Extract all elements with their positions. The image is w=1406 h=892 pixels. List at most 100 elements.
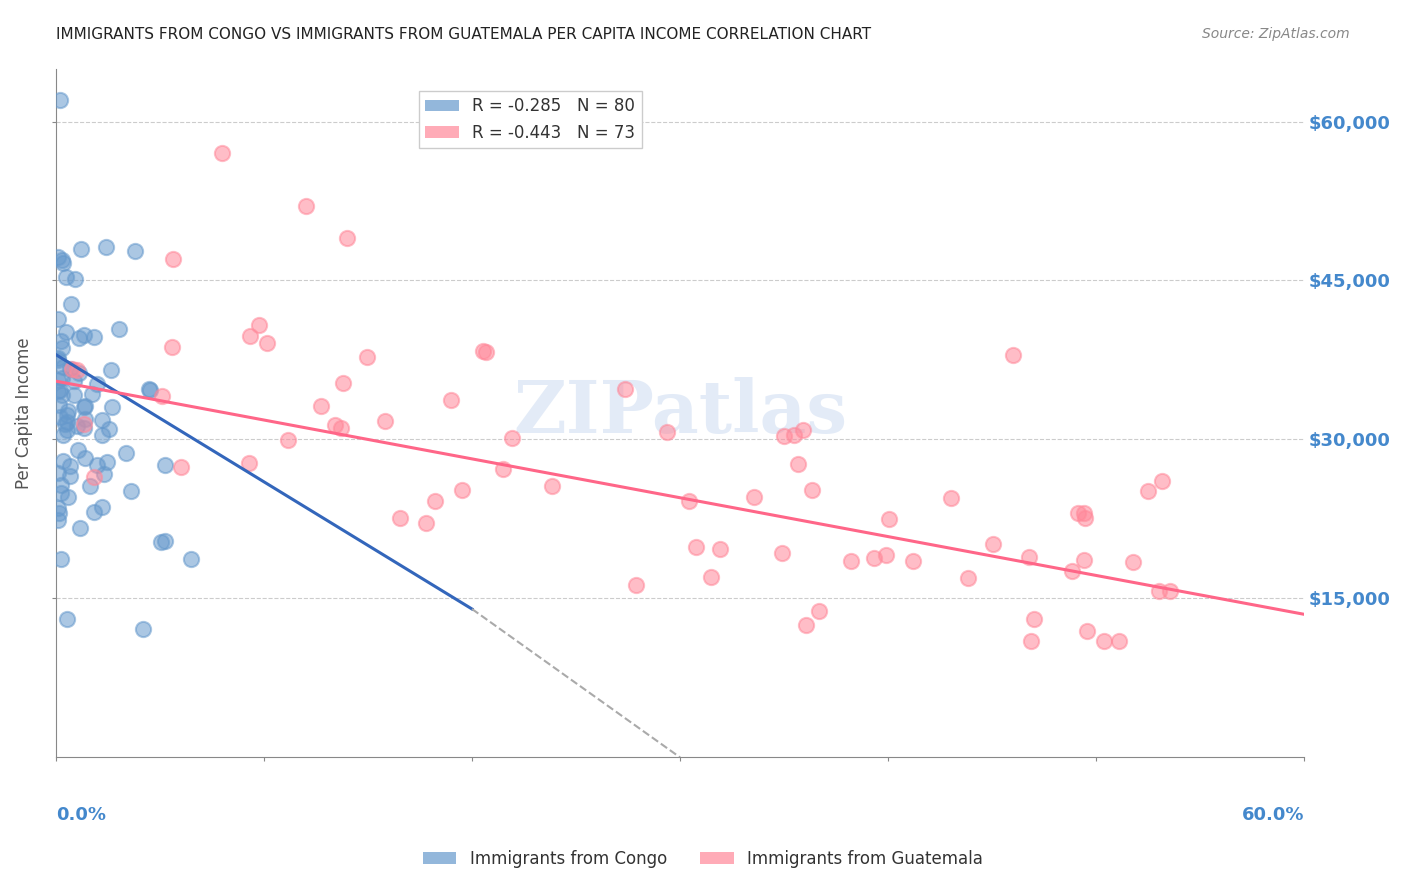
guatemala	[787, 458, 810, 472]
congo	[46, 384, 69, 399]
congo	[51, 341, 73, 355]
guatemala	[685, 540, 707, 554]
congo	[52, 256, 75, 270]
congo	[46, 250, 69, 264]
congo	[49, 383, 72, 397]
congo	[75, 451, 97, 466]
congo	[49, 552, 72, 566]
congo	[138, 383, 160, 397]
guatemala	[540, 479, 562, 493]
congo	[46, 351, 69, 365]
congo	[46, 513, 69, 527]
congo	[139, 383, 162, 397]
guatemala	[66, 362, 89, 376]
congo	[48, 399, 70, 413]
congo	[51, 370, 73, 384]
congo	[150, 535, 173, 549]
guatemala	[356, 350, 378, 364]
congo	[53, 417, 76, 431]
congo	[56, 612, 79, 626]
congo	[52, 428, 75, 442]
congo	[59, 362, 82, 376]
guatemala	[309, 399, 332, 413]
congo	[56, 404, 79, 418]
congo	[67, 442, 90, 457]
congo	[91, 428, 114, 442]
guatemala	[879, 512, 901, 526]
guatemala	[1136, 483, 1159, 498]
congo	[55, 325, 77, 339]
Text: IMMIGRANTS FROM CONGO VS IMMIGRANTS FROM GUATEMALA PER CAPITA INCOME CORRELATION: IMMIGRANTS FROM CONGO VS IMMIGRANTS FROM…	[56, 27, 872, 42]
guatemala	[389, 511, 412, 525]
Text: ZIPatlas: ZIPatlas	[513, 377, 848, 449]
guatemala	[783, 428, 806, 442]
guatemala	[256, 335, 278, 350]
congo	[55, 408, 77, 422]
guatemala	[451, 483, 474, 497]
congo	[52, 454, 75, 468]
congo	[46, 312, 69, 326]
guatemala	[329, 421, 352, 435]
guatemala	[1074, 510, 1097, 524]
congo	[46, 466, 69, 480]
guatemala	[1122, 555, 1144, 569]
guatemala	[700, 570, 723, 584]
guatemala	[1147, 583, 1170, 598]
congo	[51, 388, 73, 402]
congo	[51, 485, 73, 500]
guatemala	[1022, 612, 1045, 626]
congo	[91, 500, 114, 514]
guatemala	[981, 537, 1004, 551]
guatemala	[613, 382, 636, 396]
congo	[93, 467, 115, 482]
guatemala	[863, 551, 886, 566]
guatemala	[1062, 564, 1084, 578]
congo	[97, 422, 120, 436]
congo	[51, 252, 73, 267]
Legend: Immigrants from Congo, Immigrants from Guatemala: Immigrants from Congo, Immigrants from G…	[416, 844, 990, 875]
congo	[96, 240, 118, 254]
guatemala	[742, 491, 765, 505]
congo	[96, 454, 118, 468]
guatemala	[415, 516, 437, 531]
guatemala	[794, 618, 817, 632]
congo	[115, 446, 138, 460]
guatemala	[655, 425, 678, 440]
congo	[83, 329, 105, 343]
guatemala	[792, 423, 814, 437]
congo	[67, 366, 90, 380]
guatemala	[1092, 633, 1115, 648]
guatemala	[83, 470, 105, 484]
congo	[73, 327, 96, 342]
guatemala	[801, 483, 824, 498]
congo	[107, 322, 129, 336]
guatemala	[374, 414, 396, 428]
congo	[46, 373, 69, 387]
guatemala	[247, 318, 270, 333]
congo	[91, 413, 114, 427]
guatemala	[160, 341, 183, 355]
guatemala	[239, 328, 262, 343]
guatemala	[839, 554, 862, 568]
congo	[46, 501, 69, 516]
congo	[63, 271, 86, 285]
guatemala	[501, 431, 523, 445]
guatemala	[60, 362, 83, 376]
guatemala	[939, 491, 962, 506]
congo	[62, 388, 84, 402]
guatemala	[1076, 624, 1098, 639]
Text: Source: ZipAtlas.com: Source: ZipAtlas.com	[1202, 27, 1350, 41]
Legend: R = -0.285   N = 80, R = -0.443   N = 73: R = -0.285 N = 80, R = -0.443 N = 73	[419, 91, 641, 148]
guatemala	[773, 429, 796, 443]
congo	[49, 93, 72, 107]
guatemala	[475, 344, 498, 359]
congo	[56, 423, 79, 437]
congo	[59, 469, 82, 483]
congo	[75, 399, 97, 413]
congo	[180, 551, 202, 566]
guatemala	[1001, 348, 1024, 362]
congo	[60, 296, 83, 310]
guatemala	[440, 392, 463, 407]
guatemala	[472, 344, 495, 359]
congo	[100, 363, 122, 377]
